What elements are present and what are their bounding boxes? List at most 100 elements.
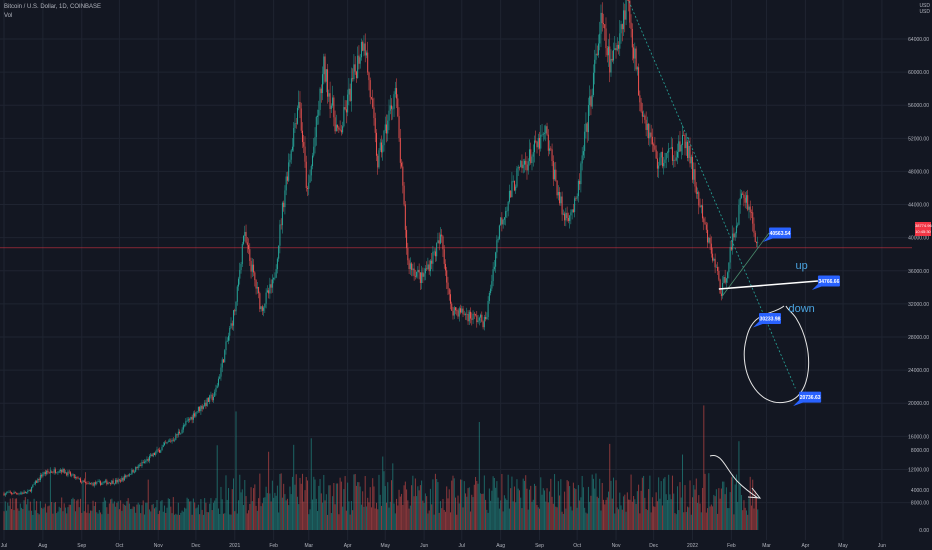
volume-bar	[406, 489, 408, 530]
volume-bar	[542, 488, 544, 530]
grid-lines	[0, 0, 912, 540]
volume-bar	[370, 507, 372, 530]
volume-bar	[757, 509, 759, 530]
candle-body	[235, 301, 237, 312]
volume-bar	[128, 503, 130, 530]
volume-bar	[260, 506, 262, 530]
volume-bar	[132, 506, 134, 530]
candle-body	[209, 395, 211, 402]
volume-bar	[546, 488, 548, 530]
candle-body	[645, 119, 647, 130]
candle-body	[705, 224, 707, 230]
volume-bar	[692, 497, 694, 530]
candle-body	[18, 493, 20, 495]
volume-bar	[325, 494, 327, 530]
candle-body	[85, 482, 87, 483]
candle-body	[437, 240, 439, 244]
candle-body	[589, 96, 591, 106]
candle-body	[403, 185, 405, 205]
volume-bar	[160, 501, 162, 530]
volume-bar	[201, 509, 203, 530]
candle-body	[51, 471, 53, 473]
price-label-box	[758, 313, 781, 325]
symbol-title[interactable]: Bitcoin / U.S. Dollar, 1D, COINBASE	[4, 4, 102, 10]
volume-bar	[590, 495, 592, 530]
volume-bar	[357, 482, 359, 530]
volume-bar	[530, 485, 532, 530]
volume-bar	[462, 507, 464, 530]
volume-bar	[473, 484, 475, 530]
volume-bar	[14, 498, 16, 530]
candle-body	[749, 206, 751, 213]
volume-bar	[723, 481, 725, 530]
volume-bar	[90, 510, 92, 530]
candle-body	[315, 116, 317, 138]
candle-body	[103, 481, 105, 483]
volume-bar	[545, 501, 547, 530]
volume-bar	[397, 505, 399, 530]
volume-bar	[184, 507, 186, 530]
candle-body	[453, 307, 455, 316]
volume-bar	[448, 489, 450, 530]
volume-bar	[467, 488, 469, 530]
candle-body	[92, 483, 94, 486]
volume-bar	[159, 510, 161, 530]
candle-body	[670, 147, 672, 149]
candle-body	[629, 0, 631, 23]
volume-bar	[291, 476, 293, 530]
candle-body	[693, 169, 695, 180]
price-label-text: 34766.66	[819, 279, 840, 285]
volume-bar	[64, 507, 66, 530]
note-down: down	[788, 303, 814, 315]
time-tick-label: May	[381, 543, 391, 549]
volume-bar	[633, 496, 635, 530]
trend-line	[627, 0, 796, 389]
price-tick-label: 56000.00	[908, 103, 929, 109]
candle-body	[231, 323, 233, 326]
volume-bar	[527, 509, 529, 530]
candle-body	[62, 468, 64, 473]
candle-body	[69, 472, 71, 476]
candle-body	[266, 290, 268, 293]
candle-body	[649, 132, 651, 139]
candle-body	[591, 95, 593, 107]
volume-bar	[289, 486, 291, 530]
price-axis[interactable]: 64000.00 60000.00 56000.00 52000.00 48000.00…	[908, 37, 929, 534]
candle-body	[473, 313, 475, 315]
candle-body	[713, 258, 715, 261]
volume-bar	[125, 505, 127, 530]
volume-bar	[689, 480, 691, 530]
volume-bar	[734, 484, 736, 530]
volume-bar	[600, 510, 602, 530]
candle-body	[397, 98, 399, 117]
volume-bar	[349, 514, 351, 530]
candle-body	[486, 317, 488, 320]
currency-tag[interactable]: USD USD	[919, 3, 930, 15]
candle-body	[582, 151, 584, 156]
candle-body	[594, 59, 596, 73]
candle-body	[476, 315, 478, 323]
volume-bar	[586, 513, 588, 530]
candle-body	[96, 481, 98, 484]
volume-bar	[697, 502, 699, 530]
volume-indicator-label[interactable]: Vol	[4, 13, 13, 19]
candle-body	[449, 294, 451, 304]
volume-bar	[332, 496, 334, 530]
time-tick-label: Apr	[802, 543, 810, 549]
candle-body	[31, 487, 33, 492]
volume-bar	[269, 493, 271, 530]
volume-bar	[352, 510, 354, 530]
candle-body	[255, 280, 257, 289]
time-axis[interactable]: Jul Aug Sep Oct Nov Dec 2021 Feb Mar Apr May Jun Jul…	[1, 543, 886, 549]
volume-bar	[275, 495, 277, 530]
volume-bar	[516, 479, 518, 530]
volume-bar	[210, 498, 212, 530]
volume-bar	[465, 493, 467, 530]
candle-body	[128, 474, 130, 476]
candle-body	[211, 394, 213, 401]
volume-bar	[176, 514, 178, 530]
volume-bar	[671, 475, 673, 530]
volume-bar	[728, 508, 730, 530]
volume-bar	[571, 510, 573, 530]
